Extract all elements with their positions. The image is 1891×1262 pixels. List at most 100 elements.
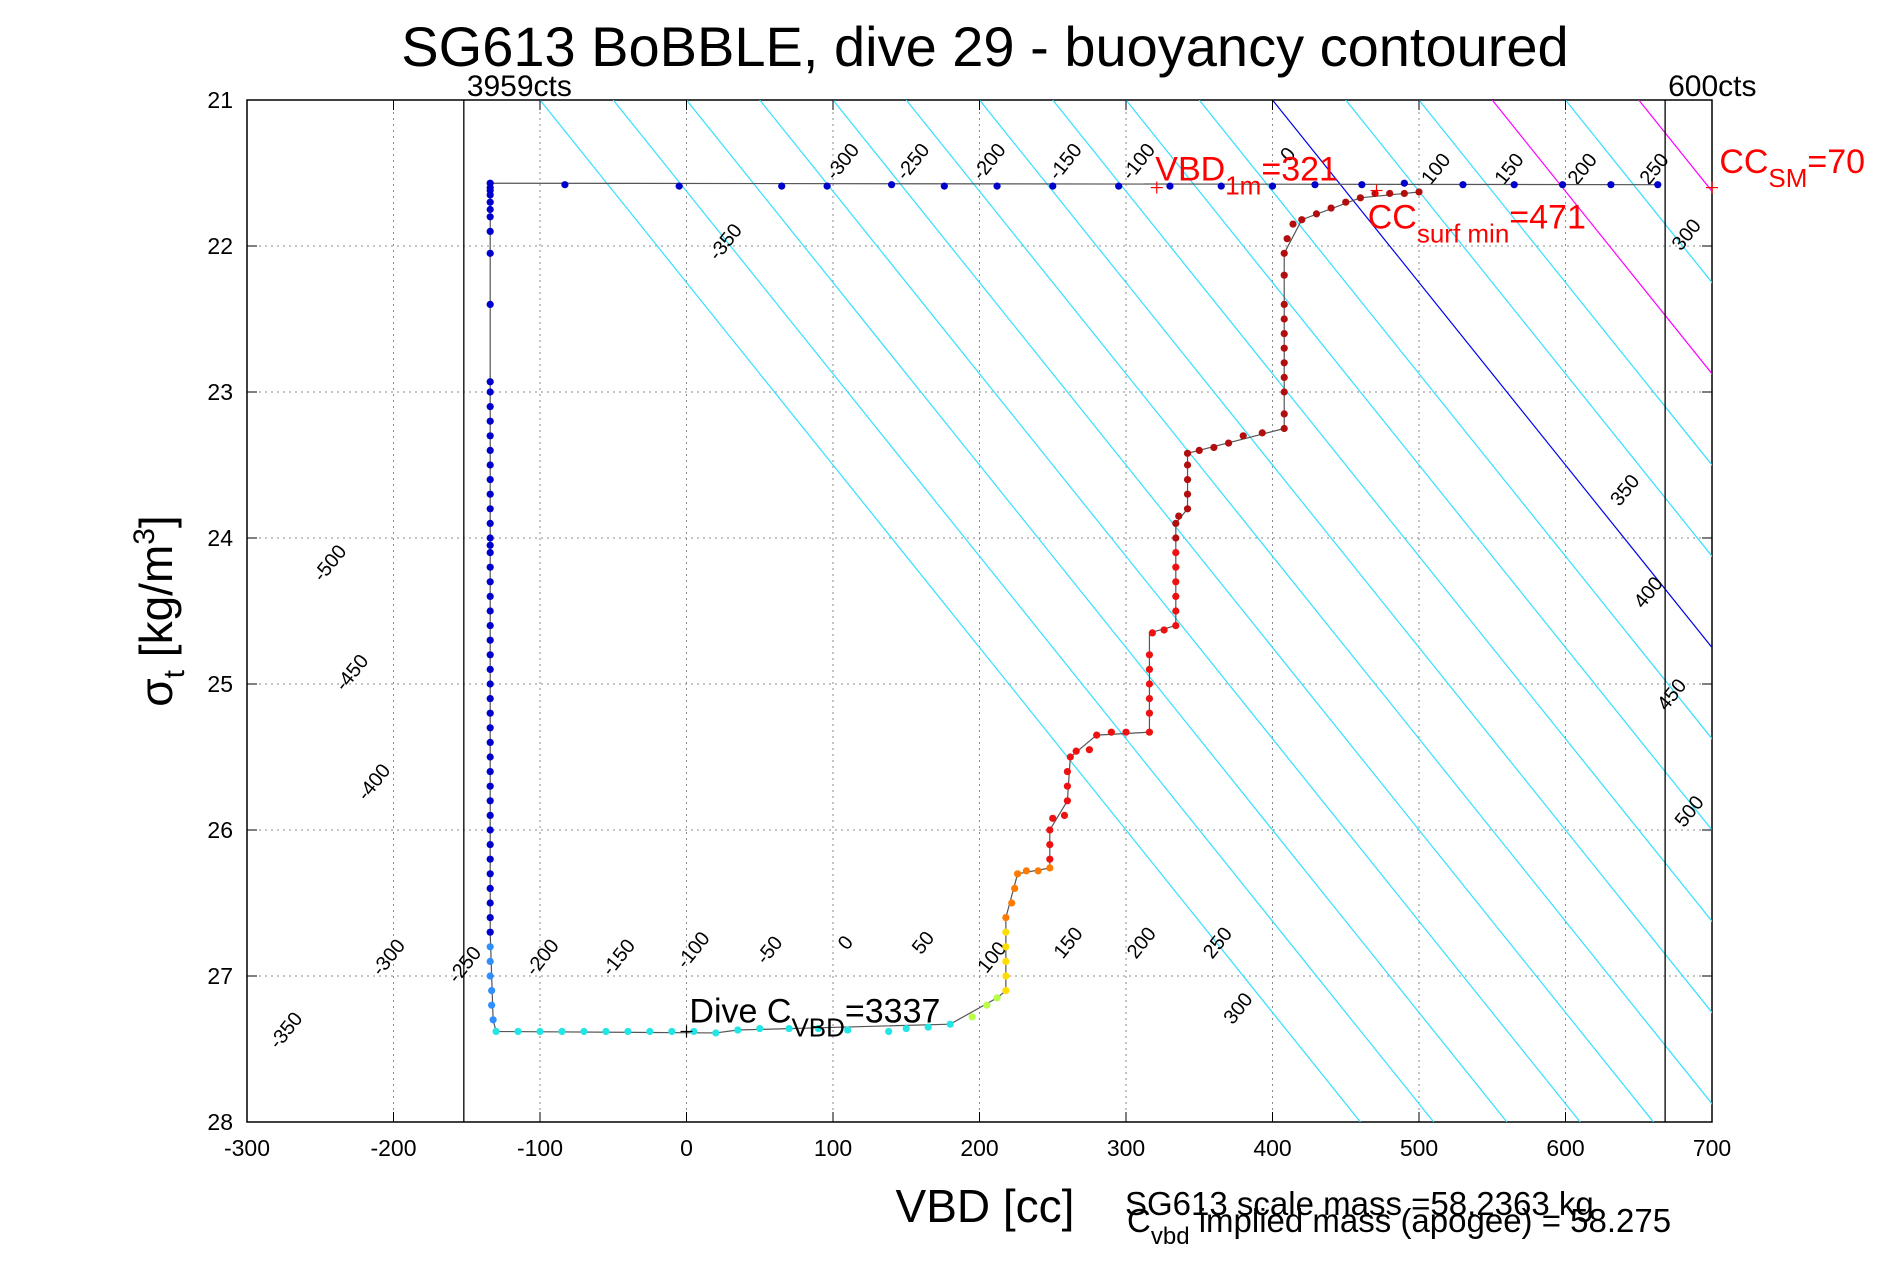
data-point [993, 994, 1001, 1002]
y-tick-label: 24 [207, 525, 233, 551]
contour-line [1272, 100, 1712, 649]
contour-line [1345, 100, 1712, 558]
annotation-main: Dive C [689, 993, 791, 1031]
contour-line [612, 100, 1435, 1122]
data-point [486, 505, 494, 513]
data-point [486, 636, 494, 644]
data-point [1280, 300, 1288, 308]
data-point [486, 622, 494, 630]
data-point [1002, 987, 1010, 995]
vbd-limit-lines: 3959cts 600cts [463, 70, 1757, 1122]
data-point [486, 680, 494, 688]
data-point [668, 1027, 676, 1036]
data-point [1008, 899, 1016, 907]
annotation-vbd1m: VBD1m=321 [1155, 150, 1338, 200]
data-point [690, 1027, 698, 1036]
data-point [1224, 439, 1233, 447]
data-point [486, 928, 494, 936]
y-tick-label: 28 [207, 1109, 233, 1135]
annotation-ccsurf: CCsurf min=471 [1368, 198, 1586, 248]
data-point [1415, 188, 1423, 196]
contour-line [1418, 100, 1712, 466]
data-point [1046, 826, 1054, 834]
data-point [1654, 181, 1662, 189]
data-point [486, 811, 494, 820]
data-point [486, 249, 494, 257]
data-point [580, 1027, 588, 1036]
data-point [486, 943, 494, 951]
data-point [536, 1027, 544, 1036]
contour-line [1198, 100, 1712, 740]
data-point [1172, 534, 1180, 542]
annotation-main: CC [1368, 198, 1417, 236]
data-point [1607, 181, 1615, 189]
y-axis-ticks: 21 22 23 24 25 26 27 28 [207, 87, 1712, 1135]
data-point [1107, 728, 1115, 736]
data-point [823, 182, 831, 190]
data-point [1002, 928, 1010, 936]
data-point [486, 797, 494, 805]
annotation-value: =321 [1261, 150, 1338, 188]
data-point [1145, 728, 1154, 736]
data-point [486, 768, 494, 776]
data-point [1280, 330, 1288, 338]
contour-line [1711, 100, 1712, 101]
x-tick-label: 200 [960, 1135, 998, 1161]
data-point [1122, 728, 1130, 736]
data-point [486, 884, 494, 893]
x-axis-label: VBD [cc] [896, 1180, 1075, 1232]
data-point [1049, 814, 1057, 822]
data-point [561, 181, 569, 189]
data-point [1400, 179, 1408, 187]
x-tick-label: -100 [517, 1135, 563, 1161]
data-point [993, 182, 1001, 190]
footer-vbd-sub: vbd [1151, 1223, 1190, 1250]
y-label-sigma: σ [130, 678, 182, 706]
annotation-value: =3337 [845, 993, 941, 1031]
data-point [888, 181, 896, 189]
data-point [1210, 443, 1218, 452]
data-point [1183, 461, 1192, 469]
x-axis-ticks: -300 -200 -100 0 100 200 300 400 500 600 700 [224, 100, 1731, 1161]
y-axis-label: σt [kg/m3] [128, 515, 191, 706]
data-point [1280, 249, 1288, 257]
x-tick-label: 300 [1107, 1135, 1145, 1161]
annotation-value: =471 [1509, 198, 1586, 236]
y-tick-label: 21 [207, 87, 233, 113]
data-point [1063, 797, 1071, 805]
data-point [1034, 867, 1042, 875]
y-label-sup: 3 [128, 528, 161, 545]
data-point [486, 534, 494, 542]
data-point [486, 191, 494, 199]
x-tick-label: 600 [1546, 1135, 1584, 1161]
data-point [1060, 811, 1069, 820]
data-point [486, 592, 494, 601]
data-point [902, 1024, 910, 1033]
data-point [486, 205, 494, 214]
y-tick-label: 26 [207, 817, 233, 843]
data-point [1280, 271, 1288, 279]
y-label-unit: [kg/m [130, 545, 182, 670]
data-point [1046, 855, 1054, 863]
data-point [486, 826, 494, 834]
data-point [1049, 182, 1057, 190]
chart-title: SG613 BoBBLE, dive 29 - buoyancy contour… [401, 15, 1568, 78]
data-point [1172, 592, 1180, 601]
data-point [1172, 578, 1180, 586]
data-point [486, 607, 494, 615]
contour-line [539, 100, 1361, 1122]
data-point [1183, 449, 1192, 457]
data-point [486, 403, 494, 411]
data-point [486, 899, 494, 907]
data-point [778, 182, 786, 190]
data-point [1239, 432, 1247, 440]
data-point [486, 738, 494, 747]
data-point [1280, 373, 1288, 381]
data-point [940, 182, 948, 190]
data-point [486, 563, 494, 571]
data-point [756, 1024, 764, 1033]
data-points [486, 179, 1662, 1037]
data-point [1280, 315, 1288, 323]
y-tick-label: 27 [207, 963, 233, 989]
